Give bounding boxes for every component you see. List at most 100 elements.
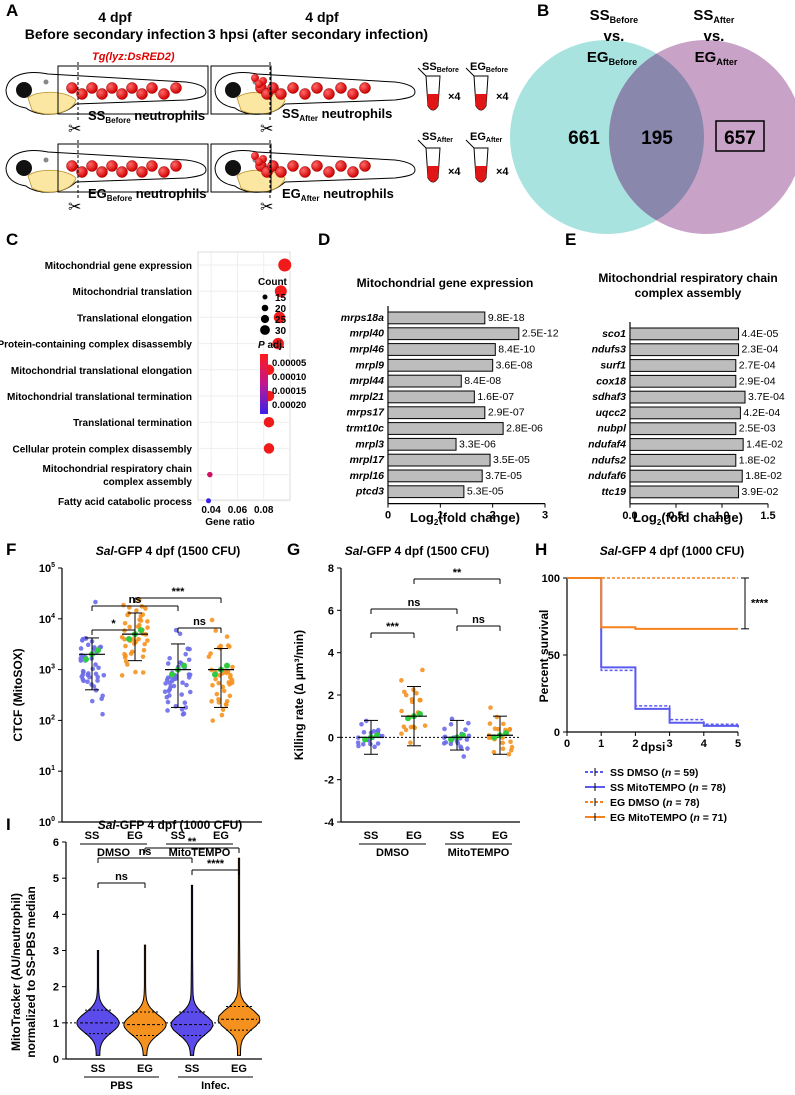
neutrophil-dot — [251, 74, 259, 82]
data-point — [216, 680, 221, 686]
neutrophil-dot — [335, 82, 347, 94]
larvae-illustrations: ✂ ✂ ✂ ✂ — [5, 62, 416, 216]
data-point — [488, 705, 493, 710]
neutrophil-dot — [347, 166, 359, 178]
neutrophil-dot — [255, 158, 263, 166]
data-point — [220, 707, 226, 712]
data-point — [87, 674, 92, 680]
gene-label: ndufaf4 — [588, 439, 626, 451]
y-tick-label: 2 — [53, 982, 59, 994]
data-point — [100, 711, 105, 717]
bar — [629, 406, 741, 420]
sig-label: *** — [386, 621, 400, 633]
group-label: EG — [127, 830, 143, 842]
data-point — [122, 620, 128, 626]
x-tick-label: 0.0 — [622, 510, 637, 522]
term-label: Translational termination — [73, 418, 192, 429]
x-tick-label: 2 — [632, 738, 638, 750]
group-label: SS — [364, 830, 379, 842]
y-tick-label: -2 — [324, 775, 334, 787]
y-tick-label: 3 — [53, 946, 59, 958]
data-point — [448, 721, 454, 727]
data-point — [210, 683, 215, 688]
data-point — [494, 714, 500, 720]
data-point — [180, 680, 185, 686]
bar — [387, 358, 494, 372]
col2-title-2: 3 hpsi (after secondary infection) — [208, 26, 428, 42]
data-point — [220, 684, 226, 690]
bar — [387, 311, 486, 325]
treatment-label: MitoTEMPO — [169, 847, 231, 859]
bar-value-label: 1.4E-02 — [746, 439, 783, 451]
zebrafish-larva: ✂ — [210, 140, 416, 216]
treatment-label: PBS — [110, 1080, 133, 1092]
survival-line — [567, 577, 739, 728]
replicate-mean — [224, 662, 230, 669]
tube-lid — [417, 67, 427, 77]
neutrophil-dot — [299, 88, 311, 100]
treatment-label: MitoTEMPO — [448, 847, 510, 859]
data-point — [501, 721, 506, 727]
group-label: EG — [213, 830, 229, 842]
go-dot — [207, 471, 213, 478]
bar — [629, 343, 740, 357]
neutrophil-dot — [267, 160, 279, 172]
bar-value-label: 1.8E-02 — [739, 454, 776, 466]
data-point — [130, 637, 136, 642]
data-point — [85, 679, 90, 685]
data-point — [375, 727, 381, 733]
data-point — [206, 654, 212, 659]
data-point — [508, 739, 513, 745]
dissection-box — [210, 65, 272, 115]
replicate-mean — [212, 671, 218, 678]
larva-eye — [16, 160, 32, 176]
term-label: Cellular protein complex disassembly — [12, 444, 192, 455]
data-point — [411, 687, 416, 693]
data-point — [356, 743, 361, 749]
gene-label: sco1 — [602, 328, 626, 340]
group-label: EG — [137, 1063, 153, 1075]
neutrophil-dot — [255, 80, 263, 88]
violin — [76, 950, 120, 1056]
x-tick-label: 1.0 — [714, 510, 729, 522]
transgene-label: Tg(lyz:DsRED2) — [92, 51, 175, 63]
bar-value-label: 2.3E-04 — [742, 344, 779, 356]
data-point — [221, 688, 227, 694]
data-point — [361, 729, 367, 735]
data-point — [500, 740, 506, 746]
data-point — [133, 669, 138, 675]
venn-right-box — [715, 120, 765, 152]
dotplot-g: 8 6 4 2 0 -2 -4 SS EG SS EG DMSO MitoTEMPO *** ns ** ns — [324, 563, 520, 859]
venn-overlap-count: 195 — [641, 128, 673, 149]
data-point — [128, 651, 134, 656]
data-point — [99, 696, 104, 702]
x-tick-label: 0.04 — [201, 505, 221, 516]
data-point — [185, 646, 191, 652]
data-point — [443, 740, 449, 745]
data-point — [91, 684, 97, 689]
go-dot — [206, 498, 212, 504]
replicate-mean — [491, 734, 497, 741]
data-point — [412, 725, 418, 731]
sample-tubes — [417, 67, 489, 183]
data-point — [89, 698, 95, 704]
replicate-mean — [169, 671, 175, 678]
bar — [629, 469, 743, 483]
neutrophil-dot — [126, 82, 138, 94]
data-point — [463, 727, 468, 732]
x-axis-label: Gene ratio — [205, 517, 254, 528]
data-point — [177, 631, 183, 637]
bar-value-label: 9.8E-18 — [488, 312, 525, 324]
venn-right-count: 657 — [724, 128, 756, 149]
tube-count-2: ×4 — [496, 91, 509, 103]
larva-otic — [43, 157, 49, 163]
bar — [387, 469, 483, 483]
gene-label: cox18 — [596, 375, 626, 387]
data-point — [123, 643, 128, 649]
sig-label: ns — [408, 597, 421, 609]
data-point — [165, 661, 171, 666]
neutrophil-dot — [287, 82, 299, 94]
